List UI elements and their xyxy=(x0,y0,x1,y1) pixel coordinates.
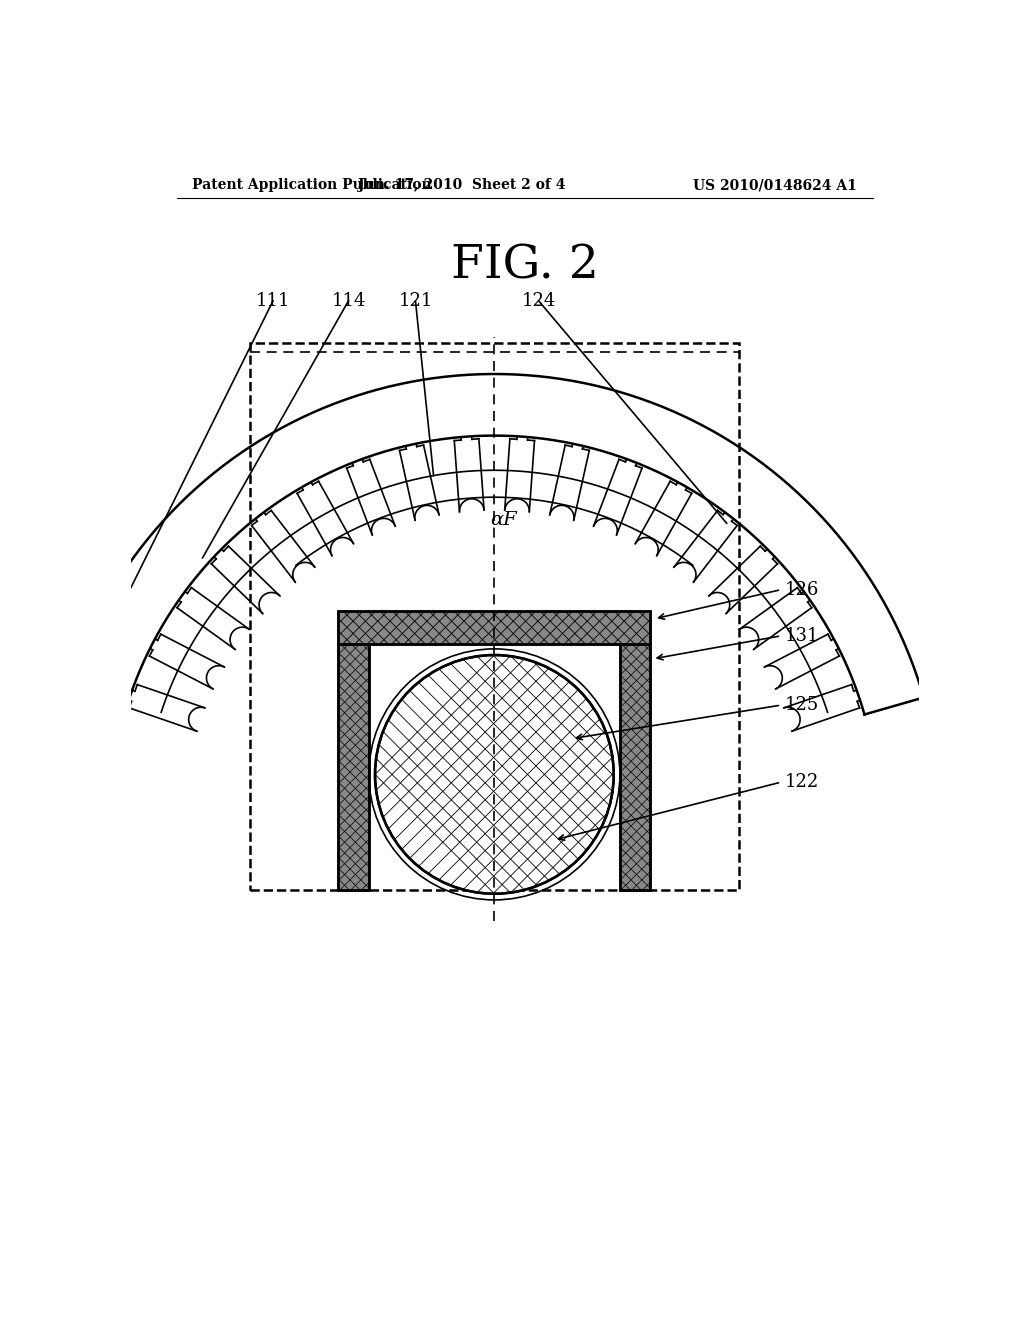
Text: 114: 114 xyxy=(332,292,366,310)
Text: αF: αF xyxy=(490,511,517,529)
Bar xyxy=(250,343,739,890)
Circle shape xyxy=(375,655,613,894)
Bar xyxy=(339,611,650,644)
Text: 126: 126 xyxy=(785,581,819,598)
Text: US 2010/0148624 A1: US 2010/0148624 A1 xyxy=(692,178,856,193)
Text: 125: 125 xyxy=(785,696,819,714)
Text: 111: 111 xyxy=(256,292,290,310)
Text: Jun. 17, 2010  Sheet 2 of 4: Jun. 17, 2010 Sheet 2 of 4 xyxy=(358,178,565,193)
Bar xyxy=(339,644,370,890)
Text: 122: 122 xyxy=(785,774,819,791)
Text: 121: 121 xyxy=(398,292,433,310)
Bar xyxy=(339,611,650,644)
Bar xyxy=(620,644,650,890)
Bar xyxy=(620,644,650,890)
Text: 131: 131 xyxy=(785,627,819,644)
Text: FIG. 2: FIG. 2 xyxy=(451,244,599,289)
Bar xyxy=(339,644,370,890)
Text: 124: 124 xyxy=(521,292,556,310)
Text: Patent Application Publication: Patent Application Publication xyxy=(193,178,432,193)
